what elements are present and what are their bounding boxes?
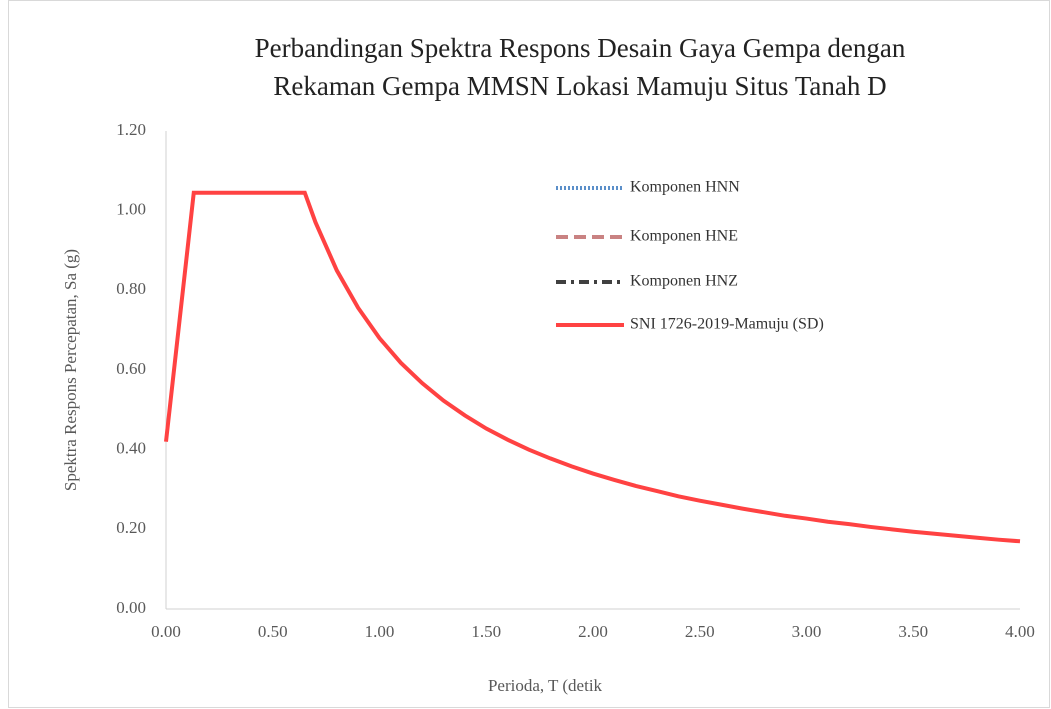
x-tick-label: 3.00	[792, 622, 822, 641]
x-tick-label: 4.00	[1005, 622, 1035, 641]
y-tick-label: 1.00	[116, 200, 146, 219]
series-line	[164, 190, 1021, 544]
y-tick-label: 0.80	[116, 279, 146, 298]
x-tick-label: 0.50	[258, 622, 288, 641]
x-tick-label: 2.00	[578, 622, 608, 641]
y-tick-label: 0.00	[116, 598, 146, 617]
legend-label: SNI 1726-2019-Mamuju (SD)	[630, 316, 824, 333]
legend-label: Komponen HNZ	[630, 273, 738, 290]
x-axis-label: Perioda, T (detik	[488, 676, 603, 695]
x-tick-label: 2.50	[685, 622, 715, 641]
chart-title: Perbandingan Spektra Respons Desain Gaya…	[255, 33, 906, 63]
chart-frame	[8, 0, 1050, 708]
y-tick-label: 0.60	[116, 359, 146, 378]
x-tick-label: 0.00	[151, 622, 181, 641]
x-tick-label: 1.50	[471, 622, 501, 641]
y-tick-label: 0.20	[116, 518, 146, 537]
legend-label: Komponen HNE	[630, 228, 738, 245]
y-tick-label: 0.40	[116, 439, 146, 458]
y-axis-label: Spektra Respons Percepatan, Sa (g)	[61, 249, 80, 491]
chart-title: Rekaman Gempa MMSN Lokasi Mamuju Situs T…	[273, 71, 886, 101]
x-tick-label: 1.00	[365, 622, 395, 641]
legend-label: Komponen HNN	[630, 179, 740, 196]
y-tick-label: 1.20	[116, 120, 146, 139]
x-tick-label: 3.50	[898, 622, 928, 641]
